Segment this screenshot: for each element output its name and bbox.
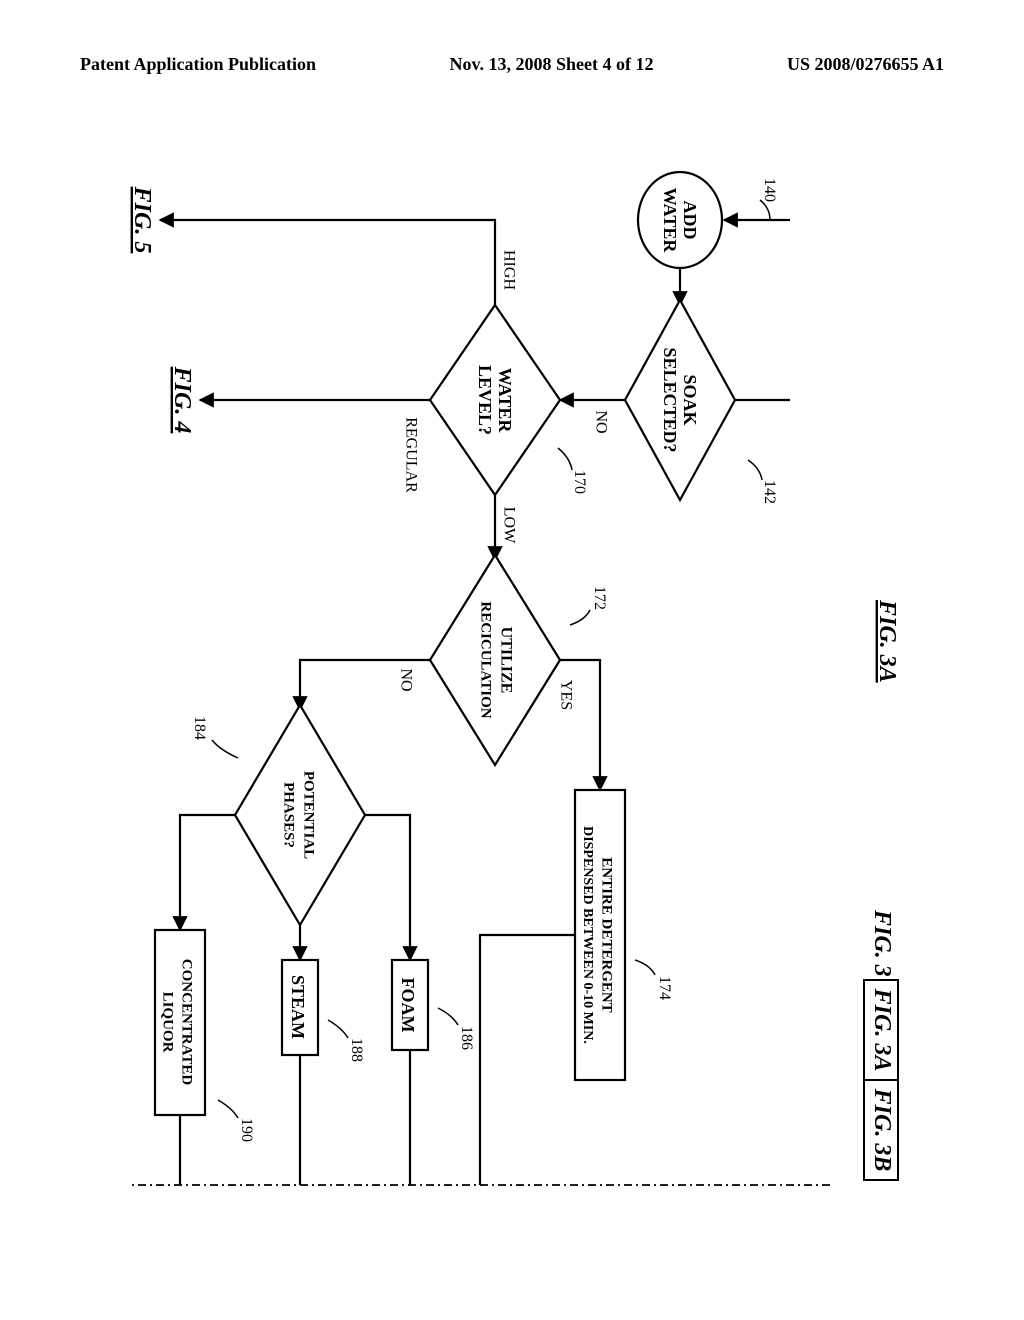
fig3-caption: FIG. 3 — [869, 909, 895, 977]
ref-174: 174 — [656, 976, 673, 1000]
ref-140: 140 — [761, 178, 778, 202]
svg-text:PHASES?: PHASES? — [281, 782, 297, 848]
label-high: HIGH — [500, 250, 517, 290]
label-no-1: NO — [592, 410, 609, 433]
ref-170: 170 — [571, 470, 588, 494]
header-center: Nov. 13, 2008 Sheet 4 of 12 — [450, 54, 654, 75]
svg-text:SOAK: SOAK — [680, 374, 700, 425]
fig-3a-title: FIG. 3A — [874, 599, 900, 683]
label-low: LOW — [500, 507, 517, 544]
edge-phases-liquor — [180, 815, 235, 930]
figure-key: FIG. 3 FIG. 3A FIG. 3B — [864, 909, 898, 1180]
header-left: Patent Application Publication — [80, 54, 316, 75]
svg-text:CONCENTRATED: CONCENTRATED — [179, 959, 195, 1086]
node-steam: STEAM 188 — [282, 960, 365, 1062]
flowchart-rotated-container: FIG. 3A FIG. 3 FIG. 3A FIG. 3B ADD WATER… — [0, 150, 920, 950]
node-soak-selected: SOAK SELECTED? 142 — [625, 300, 778, 504]
svg-text:SELECTED?: SELECTED? — [660, 347, 680, 452]
svg-text:WATER: WATER — [495, 368, 515, 434]
header-right: US 2008/0276655 A1 — [787, 54, 944, 75]
ref-184: 184 — [191, 716, 208, 740]
svg-text:FOAM: FOAM — [398, 978, 418, 1033]
label-no-2: NO — [397, 668, 414, 691]
ref-186: 186 — [458, 1026, 475, 1050]
svg-text:ENTIRE DETERGENT: ENTIRE DETERGENT — [599, 857, 615, 1012]
fig4-ref: FIG. 4 — [169, 366, 195, 434]
ref-142: 142 — [761, 480, 778, 504]
node-liquor: CONCENTRATED LIQUOR 190 — [155, 930, 255, 1142]
ref-172: 172 — [591, 586, 608, 610]
edge-high — [160, 220, 495, 305]
flowchart-svg: FIG. 3A FIG. 3 FIG. 3A FIG. 3B ADD WATER… — [120, 150, 920, 1230]
svg-text:ADD: ADD — [680, 201, 700, 240]
svg-text:LEVEL?: LEVEL? — [475, 365, 495, 435]
node-foam: FOAM 186 — [392, 960, 475, 1050]
label-regular: REGULAR — [402, 417, 419, 493]
svg-text:LIQUOR: LIQUOR — [160, 992, 176, 1053]
node-dispense: ENTIRE DETERGENT DISPENSED BETWEEN 0-10 … — [575, 790, 673, 1080]
ref-190: 190 — [238, 1118, 255, 1142]
ref-188: 188 — [348, 1038, 365, 1062]
edge-phases-foam — [365, 815, 410, 960]
svg-text:STEAM: STEAM — [288, 975, 308, 1039]
svg-text:POTENTIAL: POTENTIAL — [301, 771, 317, 859]
label-yes: YES — [557, 680, 574, 710]
fig5-ref: FIG. 5 — [129, 186, 155, 254]
svg-text:UTILIZE: UTILIZE — [497, 627, 514, 694]
fig3b-key: FIG. 3B — [869, 1088, 895, 1172]
patent-header: Patent Application Publication Nov. 13, … — [0, 54, 1024, 75]
fig3a-key: FIG. 3A — [869, 988, 895, 1072]
edge-dispense-right-top — [480, 935, 520, 1185]
svg-text:RECICULATION: RECICULATION — [478, 601, 494, 718]
svg-text:WATER: WATER — [660, 188, 680, 254]
svg-text:DISPENSED BETWEEN 0-10 MIN.: DISPENSED BETWEEN 0-10 MIN. — [580, 826, 595, 1044]
